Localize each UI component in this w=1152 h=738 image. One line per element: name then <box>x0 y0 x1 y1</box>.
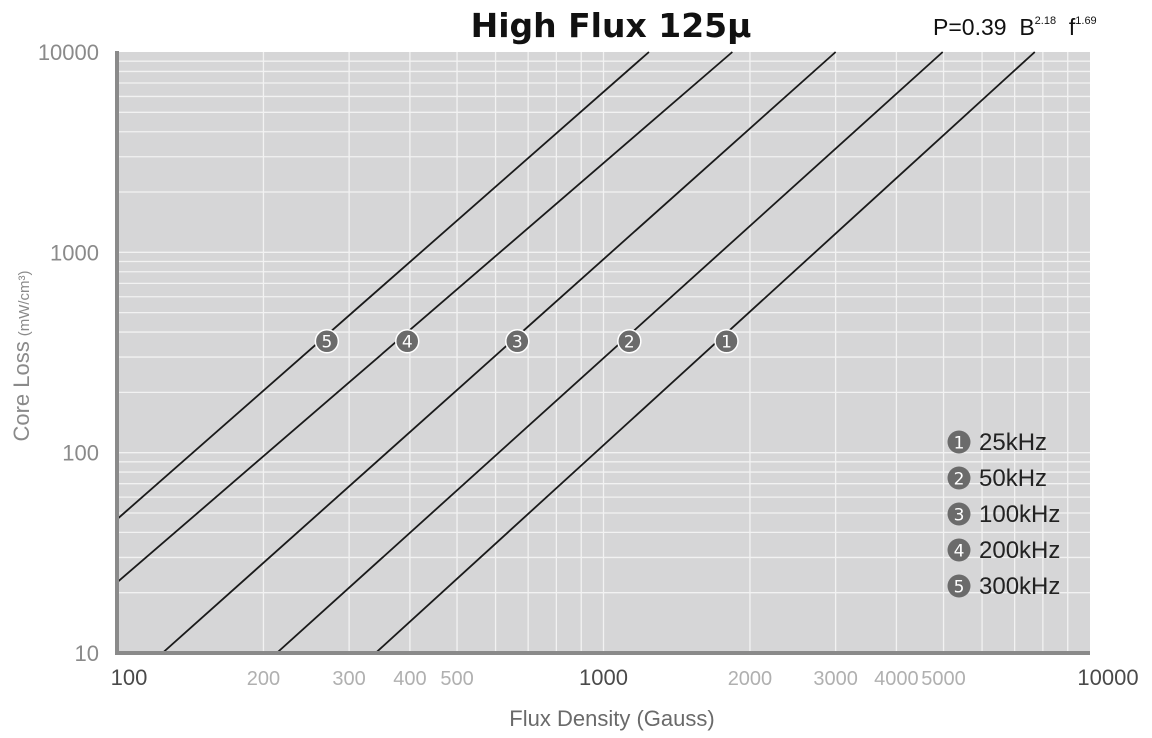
y-tick-label: 1000 <box>50 240 99 265</box>
series-markers: 1 2 3 4 5 <box>314 328 739 354</box>
series-line-50kHz <box>276 51 944 654</box>
legend-marker-number: 1 <box>954 434 965 454</box>
x-tick-label: 200 <box>247 668 280 690</box>
formula-b-symbol: B <box>1019 14 1035 40</box>
series-line-300kHz <box>116 51 650 520</box>
legend-marker-2 <box>947 466 971 490</box>
formula-prefix: P=0.39 <box>933 14 1007 40</box>
legend-marker-number: 5 <box>954 578 965 598</box>
y-tick-label: 100 <box>62 441 99 466</box>
legend-marker-1 <box>947 430 971 454</box>
formula-f-symbol: f <box>1068 14 1076 40</box>
y-tick-label: 10000 <box>38 40 99 65</box>
formula-b-exponent: 2.18 <box>1034 15 1057 27</box>
legend-label: 50kHz <box>979 465 1047 492</box>
legend-marker-4 <box>947 538 971 562</box>
x-tick-labels: 100 200 300 400 500 1000 2000 3000 4000 5000 10000 <box>111 665 1139 690</box>
legend-label: 25kHz <box>979 429 1047 456</box>
x-axis-label: Flux Density (Gauss) <box>509 706 714 731</box>
y-axis-label-unit: (mW/cm³) <box>16 270 33 336</box>
x-tick-label: 400 <box>393 668 426 690</box>
series-line-200kHz <box>116 51 733 584</box>
series-marker-2 <box>617 328 642 354</box>
series-line-100kHz <box>161 51 837 654</box>
x-tick-label: 300 <box>332 668 365 690</box>
legend-label: 100kHz <box>979 501 1060 528</box>
legend-marker-5 <box>947 574 971 598</box>
y-axis-label-main: Core Loss <box>9 341 34 441</box>
series-marker-1 <box>714 328 739 354</box>
x-tick-label: 3000 <box>813 668 858 690</box>
series-marker-label: 2 <box>624 333 635 353</box>
loss-formula: P=0.39 B2.18 f1.69 <box>933 14 1097 41</box>
y-tick-labels: 10 100 1000 10000 <box>38 40 99 666</box>
legend-marker-number: 2 <box>954 470 965 490</box>
chart-title: High Flux 125µ <box>470 6 752 45</box>
series-marker-label: 1 <box>721 333 732 353</box>
x-tick-label: 5000 <box>921 668 966 690</box>
series-line-25kHz <box>374 51 1036 654</box>
x-tick-label: 500 <box>440 668 473 690</box>
legend: 1 25kHz 2 50kHz 3 100kHz 4 200kHz 5 300kHz <box>947 429 1060 600</box>
x-tick-label: 100 <box>111 665 148 690</box>
legend-label: 300kHz <box>979 573 1060 600</box>
legend-marker-number: 3 <box>954 506 965 526</box>
series-marker-label: 3 <box>512 333 523 353</box>
x-tick-label: 2000 <box>728 668 773 690</box>
x-tick-label: 10000 <box>1077 665 1138 690</box>
grid-lines <box>117 52 1090 653</box>
series-lines <box>116 51 1036 654</box>
legend-marker-number: 4 <box>954 542 965 562</box>
series-marker-label: 5 <box>321 333 332 353</box>
axes <box>115 51 1090 655</box>
y-tick-label: 10 <box>75 641 99 666</box>
y-axis-label: Core Loss (mW/cm³) <box>9 270 34 441</box>
formula-f-exponent: 1.69 <box>1075 15 1097 27</box>
x-tick-label: 4000 <box>874 668 919 690</box>
legend-marker-3 <box>947 502 971 526</box>
series-marker-3 <box>505 328 530 354</box>
x-tick-label: 1000 <box>579 665 628 690</box>
series-marker-label: 4 <box>402 333 413 353</box>
legend-label: 200kHz <box>979 537 1060 564</box>
series-marker-5 <box>314 328 340 354</box>
series-marker-4 <box>394 328 420 354</box>
